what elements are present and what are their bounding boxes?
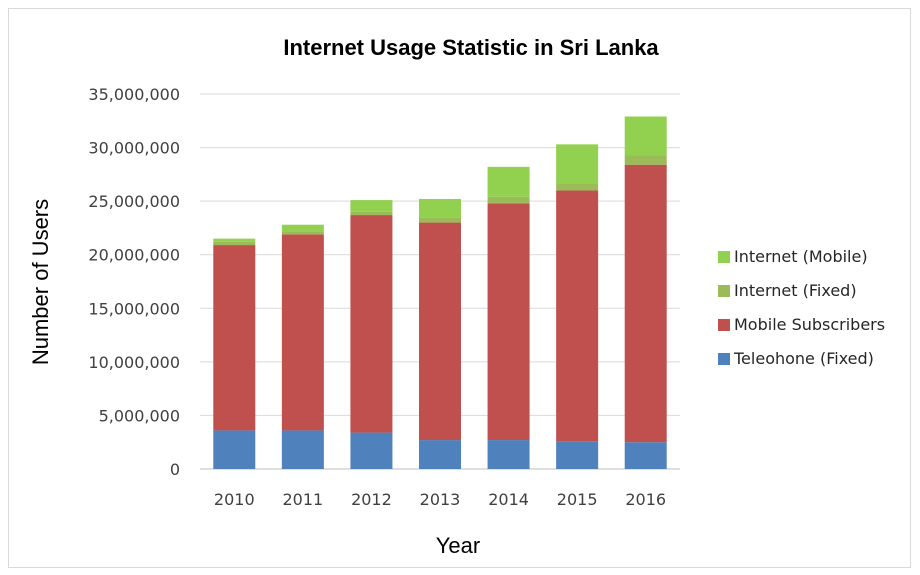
bar-segment [556, 441, 599, 469]
bar-segment [350, 215, 393, 433]
bar-segment [624, 442, 667, 469]
bar-segment [281, 234, 324, 431]
legend-swatch [718, 353, 730, 365]
bar-segment [350, 211, 393, 216]
bar-segment [624, 164, 667, 443]
y-tick-label: 30,000,000 [88, 139, 180, 158]
y-axis-title: Number of Users [28, 199, 53, 365]
chart-title: Internet Usage Statistic in Sri Lanka [283, 35, 659, 60]
bar-segment [419, 222, 461, 441]
bar-segment [281, 430, 324, 469]
bar-segment [419, 199, 461, 218]
x-axis-title: Year [436, 533, 480, 558]
legend-label: Internet (Fixed) [734, 281, 857, 300]
bar-segment [556, 190, 599, 442]
x-axis-ticks: 2010 2011 2012 2013 2014 2015 2016 [214, 490, 666, 509]
x-tick-label: 2012 [351, 490, 392, 509]
y-tick-label: 0 [170, 460, 180, 479]
y-tick-label: 25,000,000 [88, 192, 180, 211]
x-tick-label: 2014 [488, 490, 529, 509]
legend-label: Mobile Subscribers [734, 315, 885, 334]
legend-label: Teleohone (Fixed) [733, 349, 874, 368]
y-tick-label: 10,000,000 [88, 353, 180, 372]
bar-segment [213, 245, 256, 431]
bar-segment [419, 440, 461, 469]
bar-segment [350, 200, 393, 212]
bar-segment [281, 224, 324, 232]
legend-swatch [718, 251, 730, 263]
bar-segment [419, 217, 461, 223]
bar-segment [281, 231, 324, 235]
bar-segment [350, 432, 393, 469]
x-tick-label: 2015 [557, 490, 598, 509]
bar-segment [213, 238, 256, 242]
bar-segment [624, 155, 667, 165]
bar-segment [487, 166, 530, 197]
x-tick-label: 2011 [282, 490, 323, 509]
y-axis-ticks: 0 5,000,000 10,000,000 15,000,000 20,000,000… [88, 85, 180, 479]
x-tick-label: 2013 [420, 490, 461, 509]
bar-segment [213, 241, 256, 246]
legend: Internet (Mobile) Internet (Fixed) Mobile … [718, 247, 885, 368]
y-tick-label: 5,000,000 [99, 406, 180, 425]
bar-segment [487, 440, 530, 469]
y-tick-label: 20,000,000 [88, 246, 180, 265]
legend-label: Internet (Mobile) [734, 247, 868, 266]
bar-segment [487, 203, 530, 441]
bar-segment [487, 196, 530, 204]
y-tick-label: 35,000,000 [88, 85, 180, 104]
bar-segment [624, 116, 667, 156]
x-tick-label: 2016 [625, 490, 666, 509]
bars [213, 116, 667, 469]
legend-swatch [718, 319, 730, 331]
bar-segment [556, 184, 599, 191]
bar-segment [556, 144, 599, 184]
bar-segment [213, 430, 256, 469]
legend-swatch [718, 285, 730, 297]
y-tick-label: 15,000,000 [88, 299, 180, 318]
x-tick-label: 2010 [214, 490, 255, 509]
